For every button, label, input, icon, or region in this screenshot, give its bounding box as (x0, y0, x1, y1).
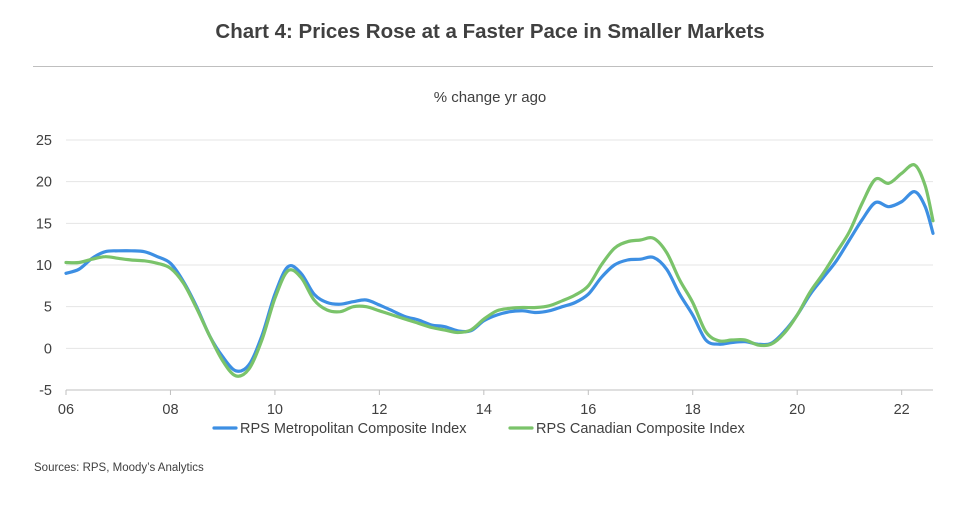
y-tick-label: 0 (44, 341, 52, 357)
x-tick-label: 12 (371, 402, 387, 418)
y-tick-label: 25 (36, 133, 52, 149)
title-divider (33, 66, 933, 67)
x-tick-label: 06 (58, 402, 74, 418)
y-axis-ticks: -5 0 5 10 15 20 25 (36, 133, 52, 399)
chart-subtitle: % change yr ago (433, 89, 547, 106)
x-tick-label: 22 (894, 402, 910, 418)
source-note: Sources: RPS, Moody’s Analytics (34, 462, 204, 474)
x-tick-label: 16 (580, 402, 596, 418)
series-line-canadian (64, 163, 935, 378)
x-tick-label: 08 (162, 402, 178, 418)
legend-label-canadian: RPS Canadian Composite Index (536, 421, 746, 437)
series-line-metropolitan (64, 190, 935, 373)
y-tick-label: 10 (36, 258, 52, 274)
gridlines (66, 139, 933, 349)
chart-title: Chart 4: Prices Rose at a Faster Pace in… (215, 20, 765, 43)
y-tick-label: 15 (36, 216, 52, 232)
y-tick-label: 20 (36, 175, 52, 191)
x-tick-label: 18 (685, 402, 701, 418)
legend: RPS Metropolitan Composite Index RPS Cana… (212, 421, 746, 437)
x-tick-label: 20 (789, 402, 805, 418)
x-tick-label: 14 (476, 402, 492, 418)
series-lines (64, 163, 935, 378)
x-axis-ticks: 06 08 10 12 14 16 18 20 22 (58, 390, 910, 418)
y-tick-label: -5 (39, 383, 52, 399)
y-tick-label: 5 (44, 300, 52, 316)
x-tick-label: 10 (267, 402, 283, 418)
legend-label-metropolitan: RPS Metropolitan Composite Index (240, 421, 467, 437)
